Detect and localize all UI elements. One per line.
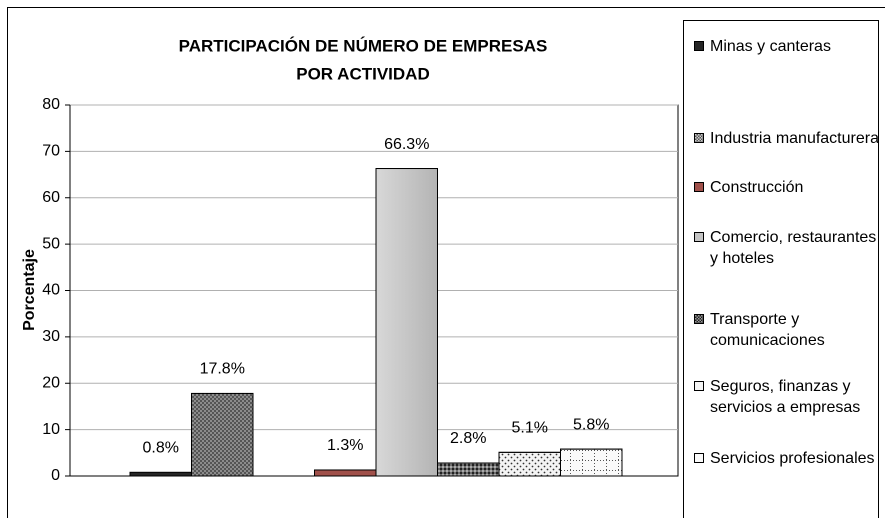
legend-label: Transporte y comunicaciones xyxy=(710,311,825,349)
y-tick-label: 10 xyxy=(42,421,60,438)
legend-swatch xyxy=(694,133,704,143)
data-label: 5.8% xyxy=(573,416,609,433)
legend-swatch xyxy=(694,381,704,391)
legend-swatch xyxy=(694,453,704,463)
data-label: 2.8% xyxy=(450,430,486,447)
bar xyxy=(314,469,377,477)
y-tick-label: 0 xyxy=(51,467,60,484)
bar-pattern xyxy=(375,168,438,477)
bar xyxy=(129,471,192,477)
y-tick-label: 50 xyxy=(42,235,60,252)
data-label: 66.3% xyxy=(384,136,429,153)
data-label: 0.8% xyxy=(143,440,179,457)
chart-title: PARTICIPACIÓN DE NÚMERO DE EMPRESAS xyxy=(179,36,548,55)
legend-label: Servicios profesionales xyxy=(710,450,875,467)
y-tick-label: 20 xyxy=(42,374,60,391)
legend-entry: Seguros, finanzas y servicios a empresas xyxy=(694,376,879,418)
bar-pattern xyxy=(437,462,500,477)
legend-swatch xyxy=(694,232,704,242)
chart-title: POR ACTIVIDAD xyxy=(296,64,430,83)
legend-label: Industria manufacturera xyxy=(710,130,879,147)
legend-entry: Servicios profesionales xyxy=(694,448,879,469)
data-label: 1.3% xyxy=(327,437,363,454)
legend-entry: Industria manufacturera xyxy=(694,128,879,149)
legend-label: Minas y canteras xyxy=(710,38,831,55)
legend-swatch xyxy=(694,314,704,324)
legend-swatch xyxy=(694,182,704,192)
legend: Minas y canteras Industria manufacturera C… xyxy=(683,20,879,518)
bar-pattern xyxy=(191,392,254,477)
y-tick-label: 30 xyxy=(42,328,60,345)
y-tick-label: 80 xyxy=(42,96,60,113)
y-axis-label: Porcentaje xyxy=(21,249,38,331)
y-tick-label: 60 xyxy=(42,189,60,206)
y-tick-label: 70 xyxy=(42,143,60,160)
legend-swatch xyxy=(694,41,704,51)
chart-border xyxy=(7,7,885,518)
legend-entry: Construcción xyxy=(694,177,879,198)
data-label: 5.1% xyxy=(512,420,548,437)
legend-label: Comercio, restaurantes y hoteles xyxy=(710,229,877,267)
bar-pattern xyxy=(560,448,623,477)
legend-entry: Minas y canteras xyxy=(694,36,879,57)
bar-pattern xyxy=(498,451,561,477)
legend-entry: Comercio, restaurantes y hoteles xyxy=(694,227,879,269)
y-tick-label: 40 xyxy=(42,282,60,299)
legend-label: Seguros, finanzas y servicios a empresas xyxy=(710,378,861,416)
legend-entry: Transporte y comunicaciones xyxy=(694,309,879,351)
legend-label: Construcción xyxy=(710,179,804,196)
data-label: 17.8% xyxy=(200,361,245,378)
